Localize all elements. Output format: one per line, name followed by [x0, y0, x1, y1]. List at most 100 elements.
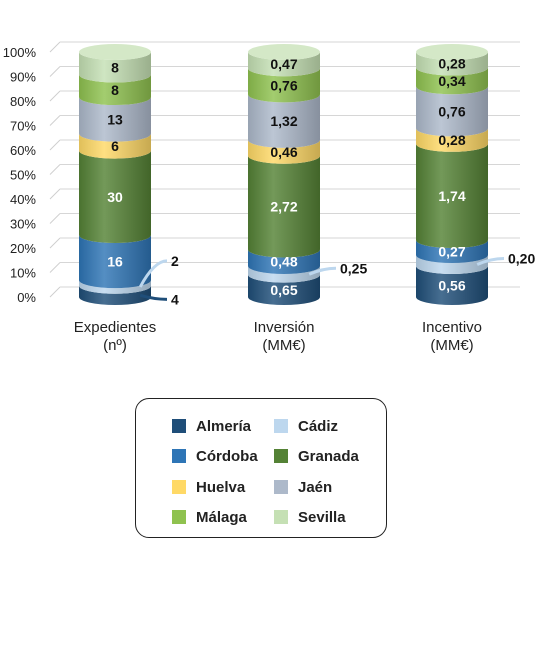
bar-top-cap — [416, 44, 488, 60]
legend-swatch — [274, 419, 288, 433]
legend-swatch — [274, 449, 288, 463]
gridline-depth — [49, 139, 61, 151]
cylinder-2 — [416, 44, 488, 305]
legend-swatch — [172, 510, 186, 524]
bar-segment-sevilla — [248, 52, 320, 77]
data-label: 0,34 — [438, 73, 465, 89]
bar-segment-granada — [416, 143, 488, 249]
gridline-depth — [49, 213, 61, 224]
data-label: 0,76 — [438, 103, 465, 119]
bar-top-cap — [248, 44, 320, 60]
bar-segment-almería — [79, 285, 151, 305]
y-tick-label: 30% — [10, 217, 36, 232]
gridline-depth — [49, 66, 61, 77]
y-tick-label: 0% — [17, 290, 36, 305]
leader-line — [138, 259, 168, 288]
legend-item-sevilla: Sevilla — [274, 507, 346, 527]
bar-segment-cádiz — [416, 254, 488, 275]
y-tick-label: 90% — [10, 70, 36, 85]
data-labels: 4 2 16 30 6 13 8 8 0,65 0,25 0,48 2,72 0,46 1,32 0,76 0… — [107, 56, 535, 308]
gridline-depth — [49, 262, 61, 273]
leader-line — [139, 293, 168, 301]
data-label: 0,25 — [340, 260, 367, 276]
bar-segment-jaén — [416, 86, 488, 137]
gridline-depth — [49, 286, 61, 298]
data-label: 13 — [107, 111, 123, 127]
legend-swatch — [274, 510, 288, 524]
data-label: 0,65 — [270, 282, 297, 298]
gridline-depth — [49, 237, 61, 249]
data-label: 0,56 — [438, 278, 465, 294]
y-tick-label: 10% — [10, 266, 36, 281]
leader-line — [476, 256, 505, 266]
gridline-depth — [49, 90, 61, 102]
data-label: 1,74 — [438, 188, 465, 204]
data-label: 0,76 — [270, 77, 297, 93]
bar-segment-córdoba — [248, 249, 320, 274]
gridline-depth — [49, 188, 61, 200]
category-label: Expedientes — [74, 319, 157, 336]
legend-item-huelva: Huelva — [172, 477, 245, 497]
data-label: 0,46 — [270, 144, 297, 160]
data-label: 16 — [107, 254, 123, 270]
bar-segment-almería — [416, 266, 488, 305]
legend-label: Sevilla — [298, 508, 346, 526]
bar-segment-huelva — [79, 133, 151, 159]
bar-segment-málaga — [248, 68, 320, 103]
legend-label: Huelva — [196, 478, 246, 496]
legend-label: Cádiz — [298, 417, 339, 435]
data-label: 6 — [111, 138, 119, 154]
bar-segment-cádiz — [248, 265, 320, 283]
data-label: 1,32 — [270, 113, 297, 129]
legend-label: Granada — [298, 447, 359, 465]
data-label: 8 — [111, 59, 119, 75]
data-label: 2,72 — [270, 199, 297, 215]
legend-item-almeria: Almería — [172, 416, 251, 436]
data-label: 2 — [171, 253, 179, 269]
data-label: 0,48 — [270, 254, 297, 270]
gridline-depth — [49, 115, 61, 126]
category-labels: Expedientes(nº)Inversión(MM€)Incentivo(M… — [74, 319, 482, 354]
legend-swatch — [172, 449, 186, 463]
y-tick-label: 50% — [10, 168, 36, 183]
category-label: Inversión — [254, 319, 315, 336]
legend-item-jaen: Jaén — [274, 477, 332, 497]
leader-line — [308, 266, 337, 276]
category-label: (MM€) — [262, 337, 305, 354]
y-axis-tick-labels: 0% 10% 20% 30% 40% 50% 60% 70% 80% 90% 100% — [3, 45, 37, 305]
cylinder-1 — [248, 44, 320, 305]
bar-segment-sevilla — [79, 52, 151, 83]
data-label: 0,20 — [508, 250, 535, 266]
y-tick-label: 60% — [10, 143, 36, 158]
bar-segment-almería — [248, 274, 320, 305]
bar-segment-córdoba — [79, 235, 151, 289]
y-tick-label: 100% — [3, 45, 37, 60]
legend-item-granada: Granada — [274, 446, 359, 466]
data-label: 4 — [171, 291, 179, 307]
legend-item-malaga: Málaga — [172, 507, 247, 527]
bar-segment-cádiz — [79, 280, 151, 294]
y-tick-label: 80% — [10, 94, 36, 109]
legend-label: Almería — [196, 417, 252, 435]
y-tick-label: 20% — [10, 241, 36, 256]
cylinder-0 — [79, 44, 151, 305]
legend-label: Málaga — [196, 508, 247, 526]
bar-segment-jaén — [79, 97, 151, 142]
bar-segment-granada — [79, 150, 151, 244]
y-tick-label: 70% — [10, 119, 36, 134]
legend: Almería Cádiz Córdoba Granada Huelva Jaé… — [135, 398, 387, 538]
data-label: 0,27 — [438, 244, 465, 260]
gridline-depth — [49, 41, 61, 53]
category-label: (MM€) — [430, 337, 473, 354]
data-label: 8 — [111, 82, 119, 98]
legend-swatch — [172, 480, 186, 494]
bar-segment-córdoba — [416, 240, 488, 263]
data-label: 30 — [107, 189, 123, 205]
bar-segment-granada — [248, 155, 320, 258]
legend-label: Jaén — [298, 478, 333, 496]
stacked-cylinder-chart: 0% 10% 20% 30% 40% 50% 60% 70% 80% 90% 100% 4 2 16 30… — [3, 41, 535, 354]
bar-segment-huelva — [248, 139, 320, 164]
category-label: (nº) — [103, 337, 127, 354]
bar-top-cap — [79, 44, 151, 60]
bar-segment-málaga — [79, 74, 151, 106]
